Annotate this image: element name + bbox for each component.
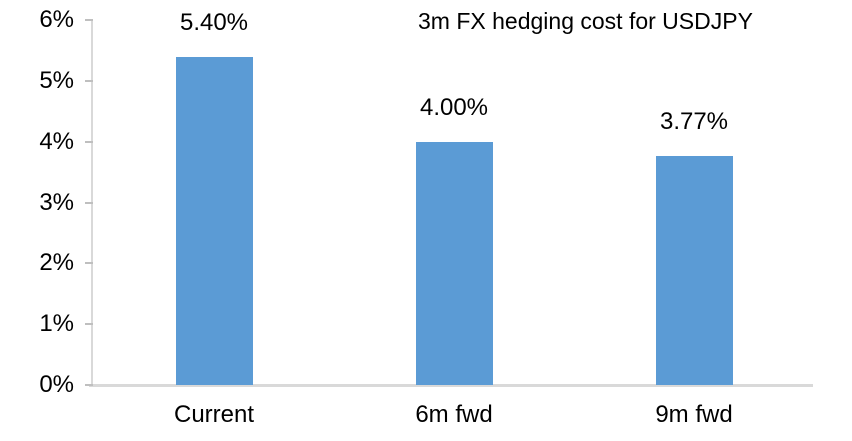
y-tick — [85, 19, 93, 21]
category-label: Current — [173, 401, 255, 428]
y-tick-label: 2% — [39, 249, 74, 277]
y-tick-label: 1% — [39, 310, 74, 338]
bar — [655, 155, 733, 385]
x-axis-line — [89, 384, 813, 387]
chart-title: 3m FX hedging cost for USDJPY — [418, 8, 753, 34]
category-label: 9m fwd — [655, 401, 733, 428]
y-tick-label: 4% — [39, 127, 74, 155]
y-tick — [85, 140, 93, 143]
bar — [175, 56, 253, 385]
y-tick — [85, 384, 93, 386]
y-tick — [85, 201, 93, 204]
y-tick-label: 0% — [39, 371, 74, 398]
y-tick — [85, 262, 93, 265]
bar-value-label: 5.40% — [179, 8, 249, 36]
y-tick-label: 5% — [39, 66, 74, 94]
bar — [415, 141, 493, 385]
bar-value-label: 3.77% — [659, 107, 729, 135]
y-tick — [85, 79, 93, 82]
bar-value-label: 4.00% — [419, 93, 489, 121]
y-tick-label: 6% — [39, 6, 74, 33]
y-tick-label: 3% — [39, 188, 74, 216]
y-tick — [85, 323, 93, 326]
category-label: 6m fwd — [415, 401, 493, 428]
